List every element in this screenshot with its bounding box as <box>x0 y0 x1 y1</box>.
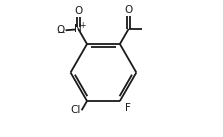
Text: O: O <box>124 5 133 15</box>
Text: Cl: Cl <box>71 105 81 115</box>
Text: +: + <box>79 21 85 30</box>
Text: N: N <box>74 24 82 34</box>
Text: −: − <box>57 28 66 38</box>
Text: F: F <box>125 103 130 113</box>
Text: O: O <box>56 25 64 35</box>
Text: O: O <box>74 6 83 16</box>
